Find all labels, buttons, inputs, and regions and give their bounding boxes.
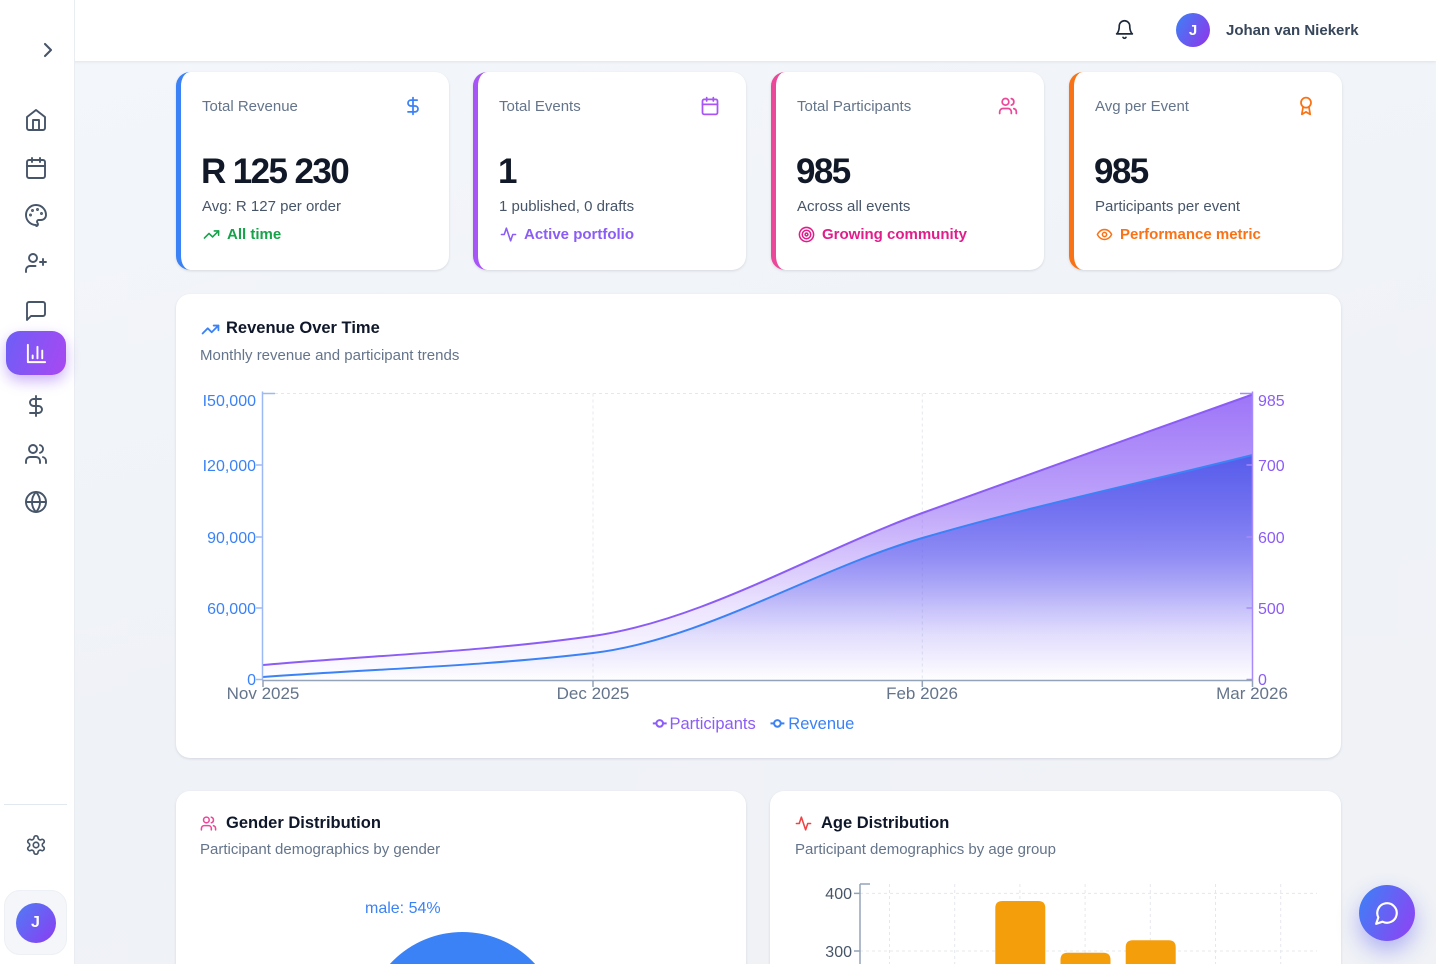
svg-text:I20,000: I20,000 <box>203 458 256 475</box>
svg-text:90,000: 90,000 <box>207 530 256 547</box>
svg-text:I50,000: I50,000 <box>203 393 256 410</box>
svg-text:Dec 2025: Dec 2025 <box>557 684 630 703</box>
svg-text:Mar 2026: Mar 2026 <box>1216 684 1288 703</box>
svg-text:300: 300 <box>825 944 852 961</box>
svg-text:400: 400 <box>825 886 852 903</box>
svg-text:Participants: Participants <box>670 715 756 733</box>
svg-text:600: 600 <box>1258 530 1285 547</box>
svg-text:700: 700 <box>1258 458 1285 475</box>
svg-text:0: 0 <box>247 672 256 689</box>
svg-text:Feb 2026: Feb 2026 <box>886 684 958 703</box>
svg-text:0: 0 <box>1258 672 1267 689</box>
svg-text:Revenue: Revenue <box>788 715 854 733</box>
svg-text:Nov 2025: Nov 2025 <box>227 684 300 703</box>
svg-text:60,000: 60,000 <box>207 601 256 618</box>
svg-text:500: 500 <box>1258 601 1285 618</box>
svg-text:985: 985 <box>1258 393 1285 410</box>
